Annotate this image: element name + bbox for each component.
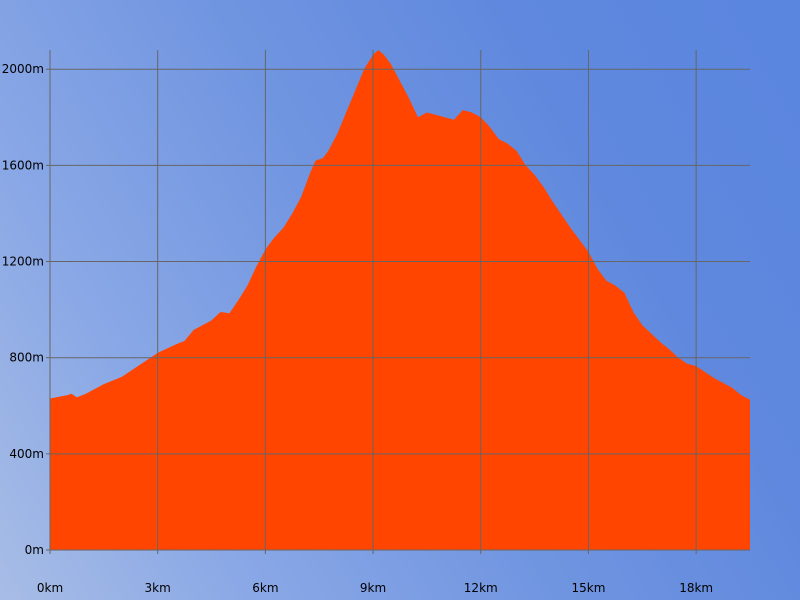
y-tick-label: 800m bbox=[9, 351, 44, 365]
axes bbox=[49, 50, 750, 551]
x-tick-label: 6km bbox=[252, 581, 278, 595]
grid-lines bbox=[50, 50, 750, 550]
y-tick-label: 1200m bbox=[2, 255, 44, 269]
y-tick-label: 2000m bbox=[2, 62, 44, 76]
elevation-area bbox=[50, 50, 750, 550]
x-tick-label: 3km bbox=[145, 581, 171, 595]
y-axis-ticks: 0m 400m 800m 1200m 1600m 2000m bbox=[2, 62, 50, 557]
x-tick-label: 15km bbox=[572, 581, 606, 595]
x-tick-label: 18km bbox=[679, 581, 713, 595]
x-axis-ticks: 0km 3km 6km 9km 12km 15km 18km bbox=[37, 550, 713, 595]
y-tick-label: 1600m bbox=[2, 158, 44, 172]
x-tick-label: 0km bbox=[37, 581, 63, 595]
x-tick-label: 9km bbox=[360, 581, 386, 595]
x-tick-label: 12km bbox=[464, 581, 498, 595]
y-tick-label: 400m bbox=[9, 447, 44, 461]
y-tick-label: 0m bbox=[25, 543, 44, 557]
